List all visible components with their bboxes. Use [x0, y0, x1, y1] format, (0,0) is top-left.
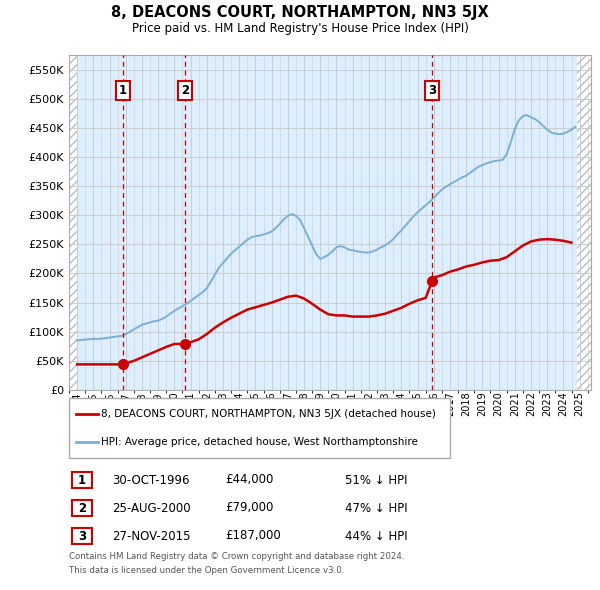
Text: 8, DEACONS COURT, NORTHAMPTON, NN3 5JX (detached house): 8, DEACONS COURT, NORTHAMPTON, NN3 5JX (… — [101, 409, 436, 419]
Text: HPI: Average price, detached house, West Northamptonshire: HPI: Average price, detached house, West… — [101, 437, 418, 447]
Bar — [69, 55, 77, 390]
Text: 2: 2 — [78, 502, 86, 514]
Text: 30-OCT-1996: 30-OCT-1996 — [112, 474, 190, 487]
Bar — [577, 55, 591, 390]
Text: £79,000: £79,000 — [225, 502, 274, 514]
Text: This data is licensed under the Open Government Licence v3.0.: This data is licensed under the Open Gov… — [69, 566, 344, 575]
Text: 3: 3 — [428, 84, 436, 97]
Text: 25-AUG-2000: 25-AUG-2000 — [112, 502, 191, 514]
Text: £187,000: £187,000 — [225, 529, 281, 542]
Text: £44,000: £44,000 — [225, 474, 274, 487]
Text: 1: 1 — [119, 84, 127, 97]
Text: 2: 2 — [181, 84, 189, 97]
Text: 47% ↓ HPI: 47% ↓ HPI — [345, 502, 407, 514]
Text: 3: 3 — [78, 529, 86, 542]
Text: Contains HM Land Registry data © Crown copyright and database right 2024.: Contains HM Land Registry data © Crown c… — [69, 552, 404, 561]
Text: 27-NOV-2015: 27-NOV-2015 — [112, 529, 191, 542]
Text: 8, DEACONS COURT, NORTHAMPTON, NN3 5JX: 8, DEACONS COURT, NORTHAMPTON, NN3 5JX — [111, 5, 489, 20]
Text: 44% ↓ HPI: 44% ↓ HPI — [345, 529, 407, 542]
Text: Price paid vs. HM Land Registry's House Price Index (HPI): Price paid vs. HM Land Registry's House … — [131, 22, 469, 35]
Text: 1: 1 — [78, 474, 86, 487]
Text: 51% ↓ HPI: 51% ↓ HPI — [345, 474, 407, 487]
